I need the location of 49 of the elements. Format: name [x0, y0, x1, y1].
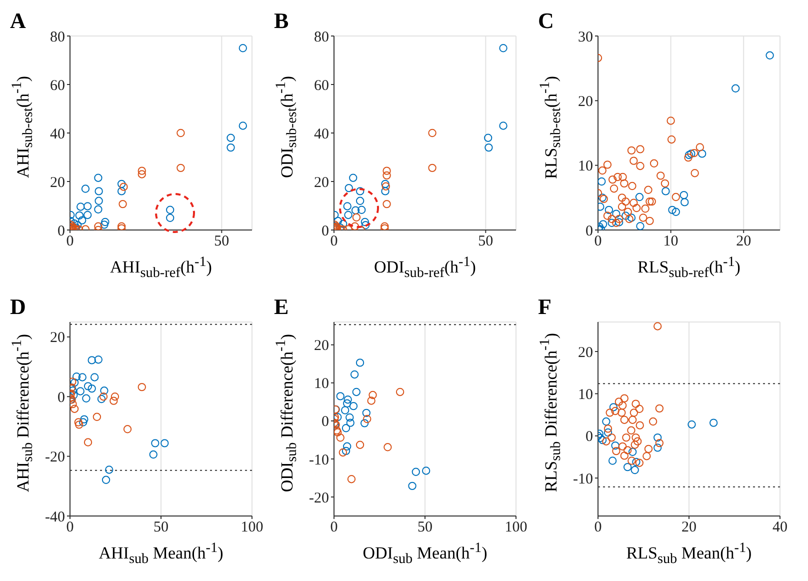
x-tick-label: 50	[214, 234, 230, 250]
y-tick-label: -20	[45, 450, 65, 466]
y-tick-label: -20	[309, 490, 329, 506]
x-tick-label: 10	[663, 234, 678, 250]
y-tick-label: 20	[314, 174, 329, 191]
y-tick-label: -40	[45, 509, 65, 526]
y-tick-label: 20	[314, 338, 329, 354]
y-tick-label: 0	[322, 223, 329, 240]
x-tick-label: 20	[736, 234, 752, 250]
y-tick-label: 0	[58, 390, 65, 406]
y-tick-label: 20	[578, 94, 593, 110]
y-tick-label: 80	[50, 29, 65, 46]
y-tick-label: 40	[50, 126, 65, 142]
y-tick-label: -10	[573, 471, 593, 488]
y-tick-label: 0	[586, 223, 593, 240]
chart-title: E	[274, 294, 289, 320]
y-tick-label: 60	[314, 78, 329, 94]
y-tick-label: 0	[322, 414, 329, 430]
x-axis-title: AHI$_{sub-ref}$(h$^{-1}$)	[109, 254, 213, 282]
y-tick-label: 20	[578, 344, 593, 361]
y-tick-label: 0	[58, 223, 65, 240]
y-tick-label: 10	[314, 376, 329, 392]
chart-title: B	[274, 8, 289, 34]
x-tick-label: 50	[418, 520, 432, 536]
chart-title: F	[538, 294, 552, 320]
x-tick-label: 50	[154, 520, 168, 536]
y-tick-label: 80	[314, 29, 329, 46]
chart-title: D	[10, 294, 26, 320]
x-axis-title: RLS$_{sub}$ Mean(h$^{-1}$)	[625, 540, 753, 568]
y-tick-label: 40	[314, 126, 329, 142]
y-tick-label: 30	[578, 29, 593, 46]
y-tick-label: 10	[578, 158, 593, 175]
y-tick-label: 60	[50, 78, 65, 94]
y-tick-label: -10	[309, 452, 329, 468]
chart-title: A	[10, 8, 26, 34]
x-tick-label: 50	[478, 234, 494, 250]
y-tick-label: 20	[50, 174, 65, 191]
y-tick-label: 20	[50, 330, 65, 346]
chart-title: C	[538, 8, 554, 34]
x-tick-label: 100	[240, 520, 264, 536]
x-tick-label: 20	[682, 520, 696, 536]
x-axis-title: RLS$_{sub-ref}$(h$^{-1}$)	[636, 254, 742, 282]
x-tick-label: 40	[772, 520, 788, 536]
y-tick-label: 10	[578, 387, 593, 404]
x-axis-title: AHI$_{sub}$ Mean(h$^{-1}$)	[98, 540, 224, 568]
x-axis-title: ODI$_{sub}$ Mean(h$^{-1}$)	[362, 540, 488, 568]
x-axis-title: ODI$_{sub-ref}$(h$^{-1}$)	[373, 254, 477, 282]
x-tick-label: 100	[504, 520, 528, 536]
y-tick-label: 0	[586, 429, 593, 446]
